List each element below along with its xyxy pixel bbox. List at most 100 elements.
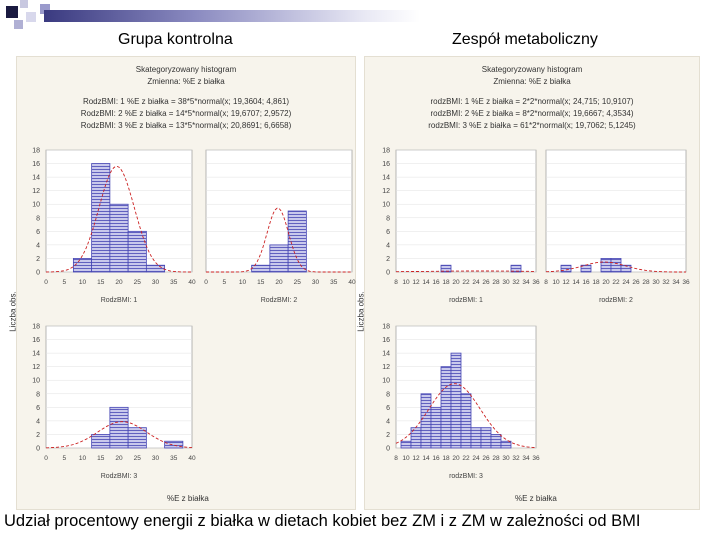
x-tick-label: 40 <box>348 279 356 286</box>
x-tick-label: 34 <box>522 455 530 462</box>
y-tick-label: 14 <box>32 351 40 358</box>
x-tick-label: 5 <box>62 455 66 462</box>
histogram-bar <box>490 434 502 449</box>
panel-header-line: Zmienna: %E z białka <box>147 77 225 86</box>
histogram-bar <box>480 427 492 449</box>
histogram-bar <box>109 406 129 449</box>
histogram-bar <box>440 264 452 273</box>
y-tick-label: 4 <box>386 418 390 425</box>
histogram-bar <box>420 393 432 449</box>
histogram-bar <box>251 264 271 273</box>
x-tick-label: 36 <box>532 455 540 462</box>
y-tick-label: 14 <box>32 175 40 182</box>
y-tick-label: 12 <box>382 364 390 371</box>
y-tick-label: 12 <box>32 364 40 371</box>
x-tick-label: 10 <box>552 279 560 286</box>
y-tick-label: 18 <box>382 324 390 331</box>
x-axis-label: %E z białka <box>515 494 557 503</box>
y-tick-label: 4 <box>386 242 390 249</box>
normal-curve <box>396 270 536 273</box>
x-tick-label: 24 <box>622 279 630 286</box>
histogram-bar <box>145 264 166 273</box>
y-tick-label: 10 <box>382 378 390 385</box>
y-tick-label: 4 <box>36 242 40 249</box>
x-tick-label: 15 <box>97 455 105 462</box>
histogram-bar <box>127 230 147 273</box>
y-tick-label: 6 <box>386 229 390 236</box>
x-tick-label: 40 <box>188 279 196 286</box>
y-tick-label: 10 <box>32 202 40 209</box>
histogram-bar <box>470 427 482 449</box>
x-tick-label: 26 <box>482 455 490 462</box>
x-tick-label: 35 <box>170 279 178 286</box>
x-tick-label: 28 <box>492 279 500 286</box>
y-tick-label: 18 <box>32 148 40 155</box>
chart-label: rodzBMI: 3 <box>449 473 483 480</box>
chart-label: RodzBMI: 3 <box>101 473 138 480</box>
y-tick-label: 2 <box>36 256 40 263</box>
x-tick-label: 24 <box>472 279 480 286</box>
y-tick-label: 18 <box>32 324 40 331</box>
panel-header-line: rodzBMI: 3 %E z białka = 61*2*normal(x; … <box>428 121 636 130</box>
chart-label: rodzBMI: 1 <box>449 297 483 304</box>
x-tick-label: 32 <box>512 279 520 286</box>
panel-header-line: RodzBMI: 1 %E z białka = 38*5*normal(x; … <box>82 97 290 106</box>
x-tick-label: 28 <box>492 455 500 462</box>
normal-curve <box>45 165 192 273</box>
x-tick-label: 22 <box>462 279 470 286</box>
histogram-bar <box>269 244 289 273</box>
x-tick-label: 25 <box>134 279 142 286</box>
title-control-group: Grupa kontrolna <box>118 31 233 48</box>
corner-square <box>40 4 50 14</box>
y-tick-label: 0 <box>36 270 40 277</box>
x-tick-label: 12 <box>412 279 420 286</box>
panel-header-line: Skategoryzowany histogram <box>481 65 583 74</box>
histogram-bar <box>460 393 472 449</box>
x-tick-label: 18 <box>442 455 450 462</box>
y-tick-label: 12 <box>32 188 40 195</box>
x-tick-label: 8 <box>544 279 548 286</box>
chart-label: RodzBMI: 1 <box>101 297 138 304</box>
corner-square <box>14 20 23 29</box>
y-tick-label: 16 <box>382 337 390 344</box>
x-tick-label: 14 <box>572 279 580 286</box>
x-tick-label: 8 <box>394 279 398 286</box>
panel-header-line: RodzBMI: 2 %E z białka = 14*5*normal(x; … <box>80 109 292 118</box>
x-tick-label: 32 <box>512 455 520 462</box>
histogram-bar <box>560 264 572 273</box>
x-tick-label: 25 <box>294 279 302 286</box>
x-tick-label: 20 <box>452 455 460 462</box>
corner-square <box>6 6 18 18</box>
y-tick-label: 0 <box>36 446 40 453</box>
y-tick-label: 16 <box>382 161 390 168</box>
histogram-bar <box>610 258 622 273</box>
y-tick-label: 10 <box>382 202 390 209</box>
x-tick-label: 34 <box>522 279 530 286</box>
plot-frame <box>545 149 687 273</box>
corner-decoration <box>0 0 420 40</box>
panel-header-line: rodzBMI: 1 %E z białka = 2*2*normal(x; 2… <box>430 97 634 106</box>
histogram-bar <box>287 210 307 273</box>
y-tick-label: 2 <box>36 432 40 439</box>
x-tick-label: 35 <box>330 279 338 286</box>
y-tick-label: 8 <box>36 215 40 222</box>
y-tick-label: 8 <box>386 391 390 398</box>
x-tick-label: 0 <box>44 455 48 462</box>
y-tick-label: 18 <box>382 148 390 155</box>
x-tick-label: 40 <box>188 455 196 462</box>
x-tick-label: 5 <box>62 279 66 286</box>
y-tick-label: 2 <box>386 256 390 263</box>
x-tick-label: 16 <box>432 279 440 286</box>
histogram-bar <box>600 258 612 273</box>
y-tick-label: 6 <box>386 405 390 412</box>
x-tick-label: 22 <box>612 279 620 286</box>
histogram-bar <box>430 406 442 449</box>
panel-header-line: RodzBMI: 3 %E z białka = 13*5*normal(x; … <box>80 121 292 130</box>
panel-header-line: rodzBMI: 2 %E z białka = 8*2*normal(x; 1… <box>430 109 634 118</box>
histogram-bar <box>440 366 452 449</box>
x-tick-label: 26 <box>632 279 640 286</box>
y-tick-label: 14 <box>382 175 390 182</box>
x-tick-label: 36 <box>682 279 690 286</box>
x-tick-label: 36 <box>532 279 540 286</box>
